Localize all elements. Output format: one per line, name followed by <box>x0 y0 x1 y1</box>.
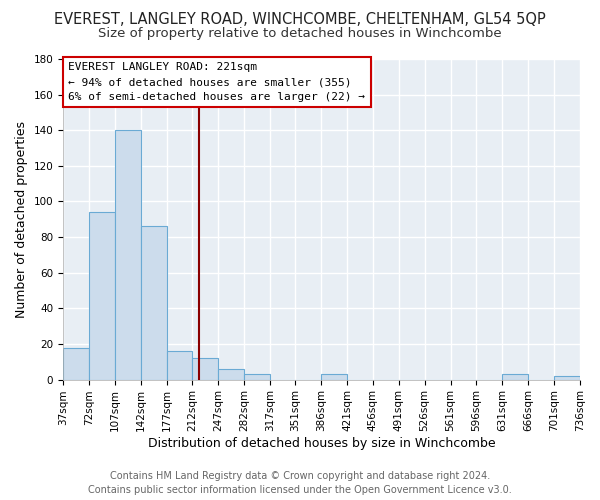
Text: EVEREST LANGLEY ROAD: 221sqm
← 94% of detached houses are smaller (355)
6% of se: EVEREST LANGLEY ROAD: 221sqm ← 94% of de… <box>68 62 365 102</box>
Bar <box>218 369 244 380</box>
Bar <box>193 358 218 380</box>
Bar <box>321 374 347 380</box>
Bar <box>554 376 580 380</box>
X-axis label: Distribution of detached houses by size in Winchcombe: Distribution of detached houses by size … <box>148 437 496 450</box>
Bar <box>63 348 89 380</box>
Bar <box>89 212 115 380</box>
Y-axis label: Number of detached properties: Number of detached properties <box>15 121 28 318</box>
Bar <box>502 374 528 380</box>
Text: EVEREST, LANGLEY ROAD, WINCHCOMBE, CHELTENHAM, GL54 5QP: EVEREST, LANGLEY ROAD, WINCHCOMBE, CHELT… <box>54 12 546 28</box>
Bar <box>167 351 193 380</box>
Bar <box>140 226 167 380</box>
Text: Size of property relative to detached houses in Winchcombe: Size of property relative to detached ho… <box>98 28 502 40</box>
Bar <box>244 374 270 380</box>
Bar <box>115 130 140 380</box>
Text: Contains HM Land Registry data © Crown copyright and database right 2024.
Contai: Contains HM Land Registry data © Crown c… <box>88 471 512 495</box>
